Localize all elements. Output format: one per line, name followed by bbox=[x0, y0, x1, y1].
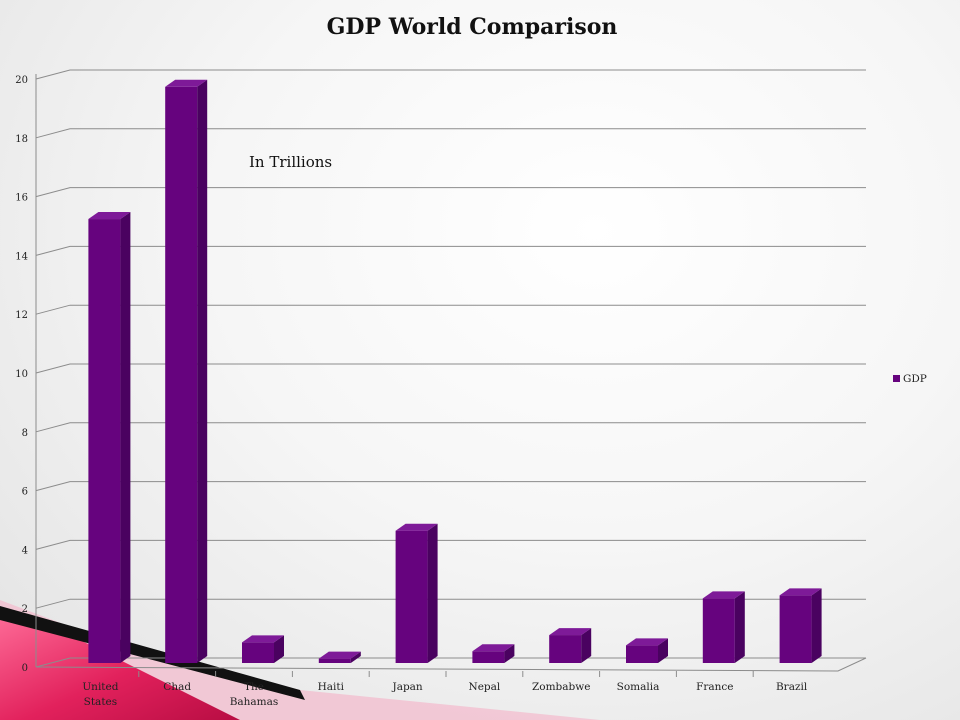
x-tick-label-line: The bbox=[244, 681, 264, 693]
bar-side bbox=[811, 588, 822, 663]
x-tick-label: Haiti bbox=[318, 681, 345, 693]
x-tick-label: Brazil bbox=[776, 681, 808, 693]
bar-side bbox=[120, 212, 131, 663]
y-tick-label: 14 bbox=[15, 251, 28, 262]
y-tick-label: 18 bbox=[15, 134, 28, 145]
bar-the-bahamas bbox=[242, 635, 284, 663]
gridline-20 bbox=[35, 69, 866, 80]
gridline-14 bbox=[35, 245, 866, 256]
bar-chad bbox=[165, 79, 208, 663]
y-tick-label: 4 bbox=[22, 545, 28, 556]
y-tick-label: 2 bbox=[22, 604, 28, 615]
y-axis-ticks: 0 2 4 6 8 10 12 14 16 18 20 bbox=[15, 75, 28, 674]
decorative-ribbon bbox=[0, 600, 600, 720]
bar-front bbox=[472, 651, 505, 663]
bar-front bbox=[779, 595, 812, 663]
bar-brazil bbox=[779, 588, 822, 663]
bar-top bbox=[165, 79, 208, 87]
bar-top bbox=[318, 651, 361, 659]
gridline-12 bbox=[35, 304, 866, 315]
bar-top bbox=[626, 638, 668, 646]
y-tick-label: 20 bbox=[15, 75, 28, 86]
x-tick-label-line: Haiti bbox=[318, 681, 345, 693]
annotation-in-trillions: In Trillions bbox=[249, 153, 332, 171]
bar-top bbox=[779, 588, 822, 596]
bar-front bbox=[318, 658, 351, 663]
bar-top bbox=[88, 212, 131, 220]
bar-side bbox=[504, 644, 515, 663]
bar-side bbox=[734, 591, 745, 663]
bar-front bbox=[626, 645, 658, 663]
bar-top bbox=[242, 635, 284, 643]
bar-side bbox=[197, 79, 208, 663]
x-tick-label: Nepal bbox=[469, 681, 501, 693]
gridline-10 bbox=[35, 363, 866, 374]
legend: GDP bbox=[893, 373, 927, 385]
x-tick-label-line: United bbox=[82, 681, 118, 693]
x-tick-label-line: France bbox=[696, 681, 733, 693]
bar-somalia bbox=[626, 638, 668, 663]
bar-side bbox=[581, 628, 592, 663]
x-tick-label: The Bahamas bbox=[230, 681, 279, 708]
x-tick-label-line: Brazil bbox=[776, 681, 808, 693]
bar-side bbox=[274, 635, 284, 663]
y-tick-label: 16 bbox=[15, 193, 28, 204]
gridline-6 bbox=[35, 481, 866, 492]
bar-zombabwe bbox=[549, 628, 592, 663]
gridline-16 bbox=[35, 187, 866, 198]
bar-france bbox=[702, 591, 745, 663]
grid bbox=[35, 69, 867, 672]
x-tick-label-line: Zombabwe bbox=[532, 681, 590, 693]
bar-front bbox=[165, 86, 198, 663]
gridline-18 bbox=[35, 128, 866, 139]
bar-front bbox=[702, 598, 735, 663]
x-tick-label-line: Chad bbox=[163, 681, 191, 693]
bar-haiti bbox=[318, 651, 361, 663]
bar-front bbox=[549, 635, 582, 663]
x-tick-label: France bbox=[696, 681, 733, 693]
floor-edge bbox=[35, 657, 867, 672]
gridline-0 bbox=[35, 657, 866, 668]
gridline-4 bbox=[35, 539, 866, 550]
x-tick-label-line: States bbox=[84, 696, 118, 708]
x-tick-label-line: Japan bbox=[391, 681, 422, 693]
x-tick-label: United States bbox=[82, 681, 118, 708]
x-tick-label: Chad bbox=[163, 681, 191, 693]
gridline-2 bbox=[35, 598, 866, 609]
x-tick-label-line: Nepal bbox=[469, 681, 501, 693]
bars bbox=[88, 79, 822, 663]
bar-united-states bbox=[88, 212, 131, 663]
y-tick-label: 0 bbox=[22, 663, 28, 674]
bar-top bbox=[549, 628, 592, 636]
chart-title: GDP World Comparison bbox=[327, 14, 618, 40]
bar-side bbox=[350, 651, 361, 663]
bar-top bbox=[395, 523, 438, 531]
bar-nepal bbox=[472, 644, 515, 663]
legend-label: GDP bbox=[903, 373, 927, 385]
x-axis-ticks: United States Chad The Bahamas Haiti Japan Nepa… bbox=[82, 671, 808, 708]
bar-side bbox=[658, 638, 668, 663]
y-tick-label: 12 bbox=[15, 310, 28, 321]
bar-top bbox=[472, 644, 515, 652]
gridline-8 bbox=[35, 422, 866, 433]
x-tick-label-line: Somalia bbox=[617, 681, 660, 693]
x-tick-label-line: Bahamas bbox=[230, 696, 279, 708]
x-tick-label: Japan bbox=[391, 681, 422, 693]
bar-front bbox=[242, 642, 274, 663]
y-tick-label: 8 bbox=[22, 428, 28, 439]
bar-japan bbox=[395, 523, 438, 663]
bar-side bbox=[427, 523, 438, 663]
y-tick-label: 6 bbox=[22, 487, 28, 498]
x-tick-label: Zombabwe bbox=[532, 681, 590, 693]
x-tick-label: Somalia bbox=[617, 681, 660, 693]
bar-front bbox=[88, 219, 121, 663]
y-tick-label: 10 bbox=[15, 369, 28, 380]
bar-top bbox=[702, 591, 745, 599]
legend-swatch bbox=[893, 375, 900, 382]
bar-front bbox=[395, 530, 428, 663]
